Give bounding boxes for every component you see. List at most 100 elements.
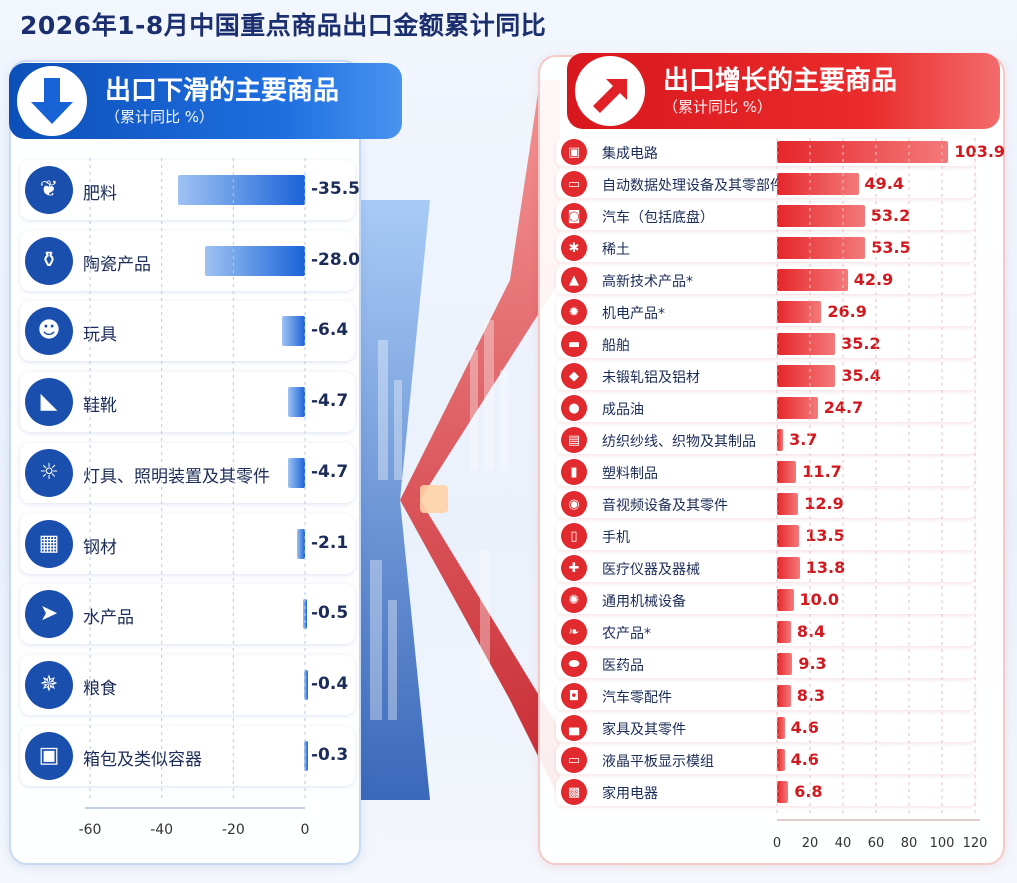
vase-icon: ⚱ (25, 236, 73, 285)
arrow-up-right-icon (575, 56, 645, 126)
decline-bar (288, 457, 305, 488)
growth-bar (777, 717, 785, 739)
decline-row (20, 654, 355, 715)
growth-bar (777, 173, 859, 195)
sofa-icon: ▄ (561, 715, 587, 741)
growth-bar (777, 269, 848, 291)
growth-category-label: 成品油 (602, 402, 644, 418)
growth-bar (777, 429, 784, 451)
decline-row (20, 584, 355, 645)
decline-bar (303, 669, 308, 700)
growth-row (556, 362, 975, 390)
oil-drop-icon: ● (561, 395, 587, 421)
growth-category-label: 自动数据处理设备及其零部件 (602, 178, 784, 194)
growth-bar (777, 397, 818, 419)
decline-value-label: -0.5 (311, 603, 349, 624)
ship-icon: ▬ (561, 331, 587, 357)
decline-value-label: -0.4 (311, 673, 349, 694)
decline-header: 出口下滑的主要商品 （累计同比 %） (9, 63, 402, 139)
rare-earth-icon: ✱ (561, 235, 587, 261)
medical-icon: ✚ (561, 555, 587, 581)
growth-category-label: 高新技术产品* (602, 274, 693, 290)
decline-category-label: 粮食 (83, 678, 117, 699)
decline-value-label: -35.5 (311, 179, 360, 199)
bag-icon: ▣ (25, 731, 73, 780)
growth-value-label: 26.9 (827, 302, 867, 321)
growth-value-label: 24.7 (823, 398, 864, 417)
growth-category-label: 液晶平板显示模组 (602, 754, 714, 770)
growth-category-label: 手机 (602, 530, 630, 546)
growth-row (556, 490, 975, 518)
growth-category-label: 音视频设备及其零件 (602, 498, 728, 514)
growth-category-label: 通用机械设备 (602, 594, 686, 610)
growth-bar (777, 301, 822, 323)
decline-value-label: -6.4 (311, 320, 349, 341)
steel-icon: ▦ (25, 519, 73, 568)
growth-row (556, 682, 975, 710)
teddy-bear-icon: ☻ (25, 307, 73, 356)
growth-category-label: 汽车零配件 (602, 690, 672, 706)
decline-bar (177, 175, 305, 205)
speaker-icon: ◉ (561, 491, 587, 517)
growth-value-label: 35.4 (841, 366, 881, 385)
decline-value-label: -4.7 (311, 461, 349, 482)
decline-category-label: 水产品 (83, 608, 134, 629)
decline-value-label: -4.7 (311, 391, 349, 412)
decline-value-label: -0.3 (311, 744, 349, 765)
growth-value-label: 103.9 (954, 142, 1006, 161)
decline-title: 出口下滑的主要商品 (105, 76, 340, 106)
growth-row (556, 714, 975, 742)
growth-value-label: 13.8 (805, 558, 846, 577)
monitor-icon: ▭ (561, 171, 587, 197)
growth-value-label: 53.5 (871, 238, 911, 257)
growth-value-label: 3.7 (789, 430, 818, 449)
decline-category-label: 箱包及类似容器 (83, 749, 202, 770)
growth-bar (777, 493, 799, 515)
growth-category-label: 家用电器 (602, 786, 658, 802)
decline-bar (303, 599, 308, 630)
growth-bar (777, 589, 794, 611)
growth-row (556, 746, 975, 774)
gear-icon: ✹ (561, 299, 587, 325)
machine-gear-icon: ✺ (561, 587, 587, 613)
growth-value-label: 4.6 (790, 718, 819, 737)
phone-icon: ▯ (561, 523, 587, 549)
decline-value-label: -2.1 (311, 532, 349, 553)
growth-value-label: 11.7 (802, 462, 842, 481)
growth-bar (777, 653, 793, 675)
growth-row (556, 298, 975, 326)
growth-row (556, 394, 975, 422)
growth-value-label: 8.4 (796, 622, 826, 641)
display-icon: ▭ (561, 747, 587, 773)
decline-category-label: 玩具 (83, 325, 117, 346)
growth-subtitle: （累计同比 %） (663, 98, 773, 116)
growth-bar (777, 461, 797, 483)
growth-row (556, 202, 975, 230)
growth-bar (777, 141, 949, 163)
growth-value-label: 42.9 (853, 270, 894, 289)
growth-category-label: 机电产品* (602, 306, 665, 322)
growth-bar (777, 749, 785, 771)
growth-category-label: 纺织纱线、织物及其制品 (602, 434, 756, 450)
aluminum-icon: ◆ (561, 363, 587, 389)
wheat-icon: ✵ (25, 660, 73, 709)
growth-row (556, 458, 975, 486)
growth-value-label: 8.3 (796, 686, 826, 705)
growth-bar (777, 237, 866, 259)
growth-bar (777, 333, 836, 355)
growth-category-label: 农产品* (602, 626, 651, 642)
growth-value-label: 49.4 (864, 174, 904, 193)
bottle-icon: ▮ (561, 459, 587, 485)
growth-value-label: 53.2 (870, 206, 911, 225)
growth-row (556, 426, 975, 454)
growth-value-label: 13.5 (805, 526, 845, 545)
chip-icon: ▣ (561, 139, 587, 165)
growth-category-label: 汽车（包括底盘） (602, 210, 714, 226)
growth-title: 出口增长的主要商品 (663, 66, 898, 96)
decline-category-label: 灯具、照明装置及其零件 (83, 466, 270, 487)
decline-row (20, 725, 355, 786)
growth-header: 出口增长的主要商品 （累计同比 %） (567, 53, 1000, 129)
arrow-down-icon (17, 66, 87, 136)
textile-icon: ▤ (561, 427, 587, 453)
decline-subtitle: （累计同比 %） (105, 108, 215, 126)
